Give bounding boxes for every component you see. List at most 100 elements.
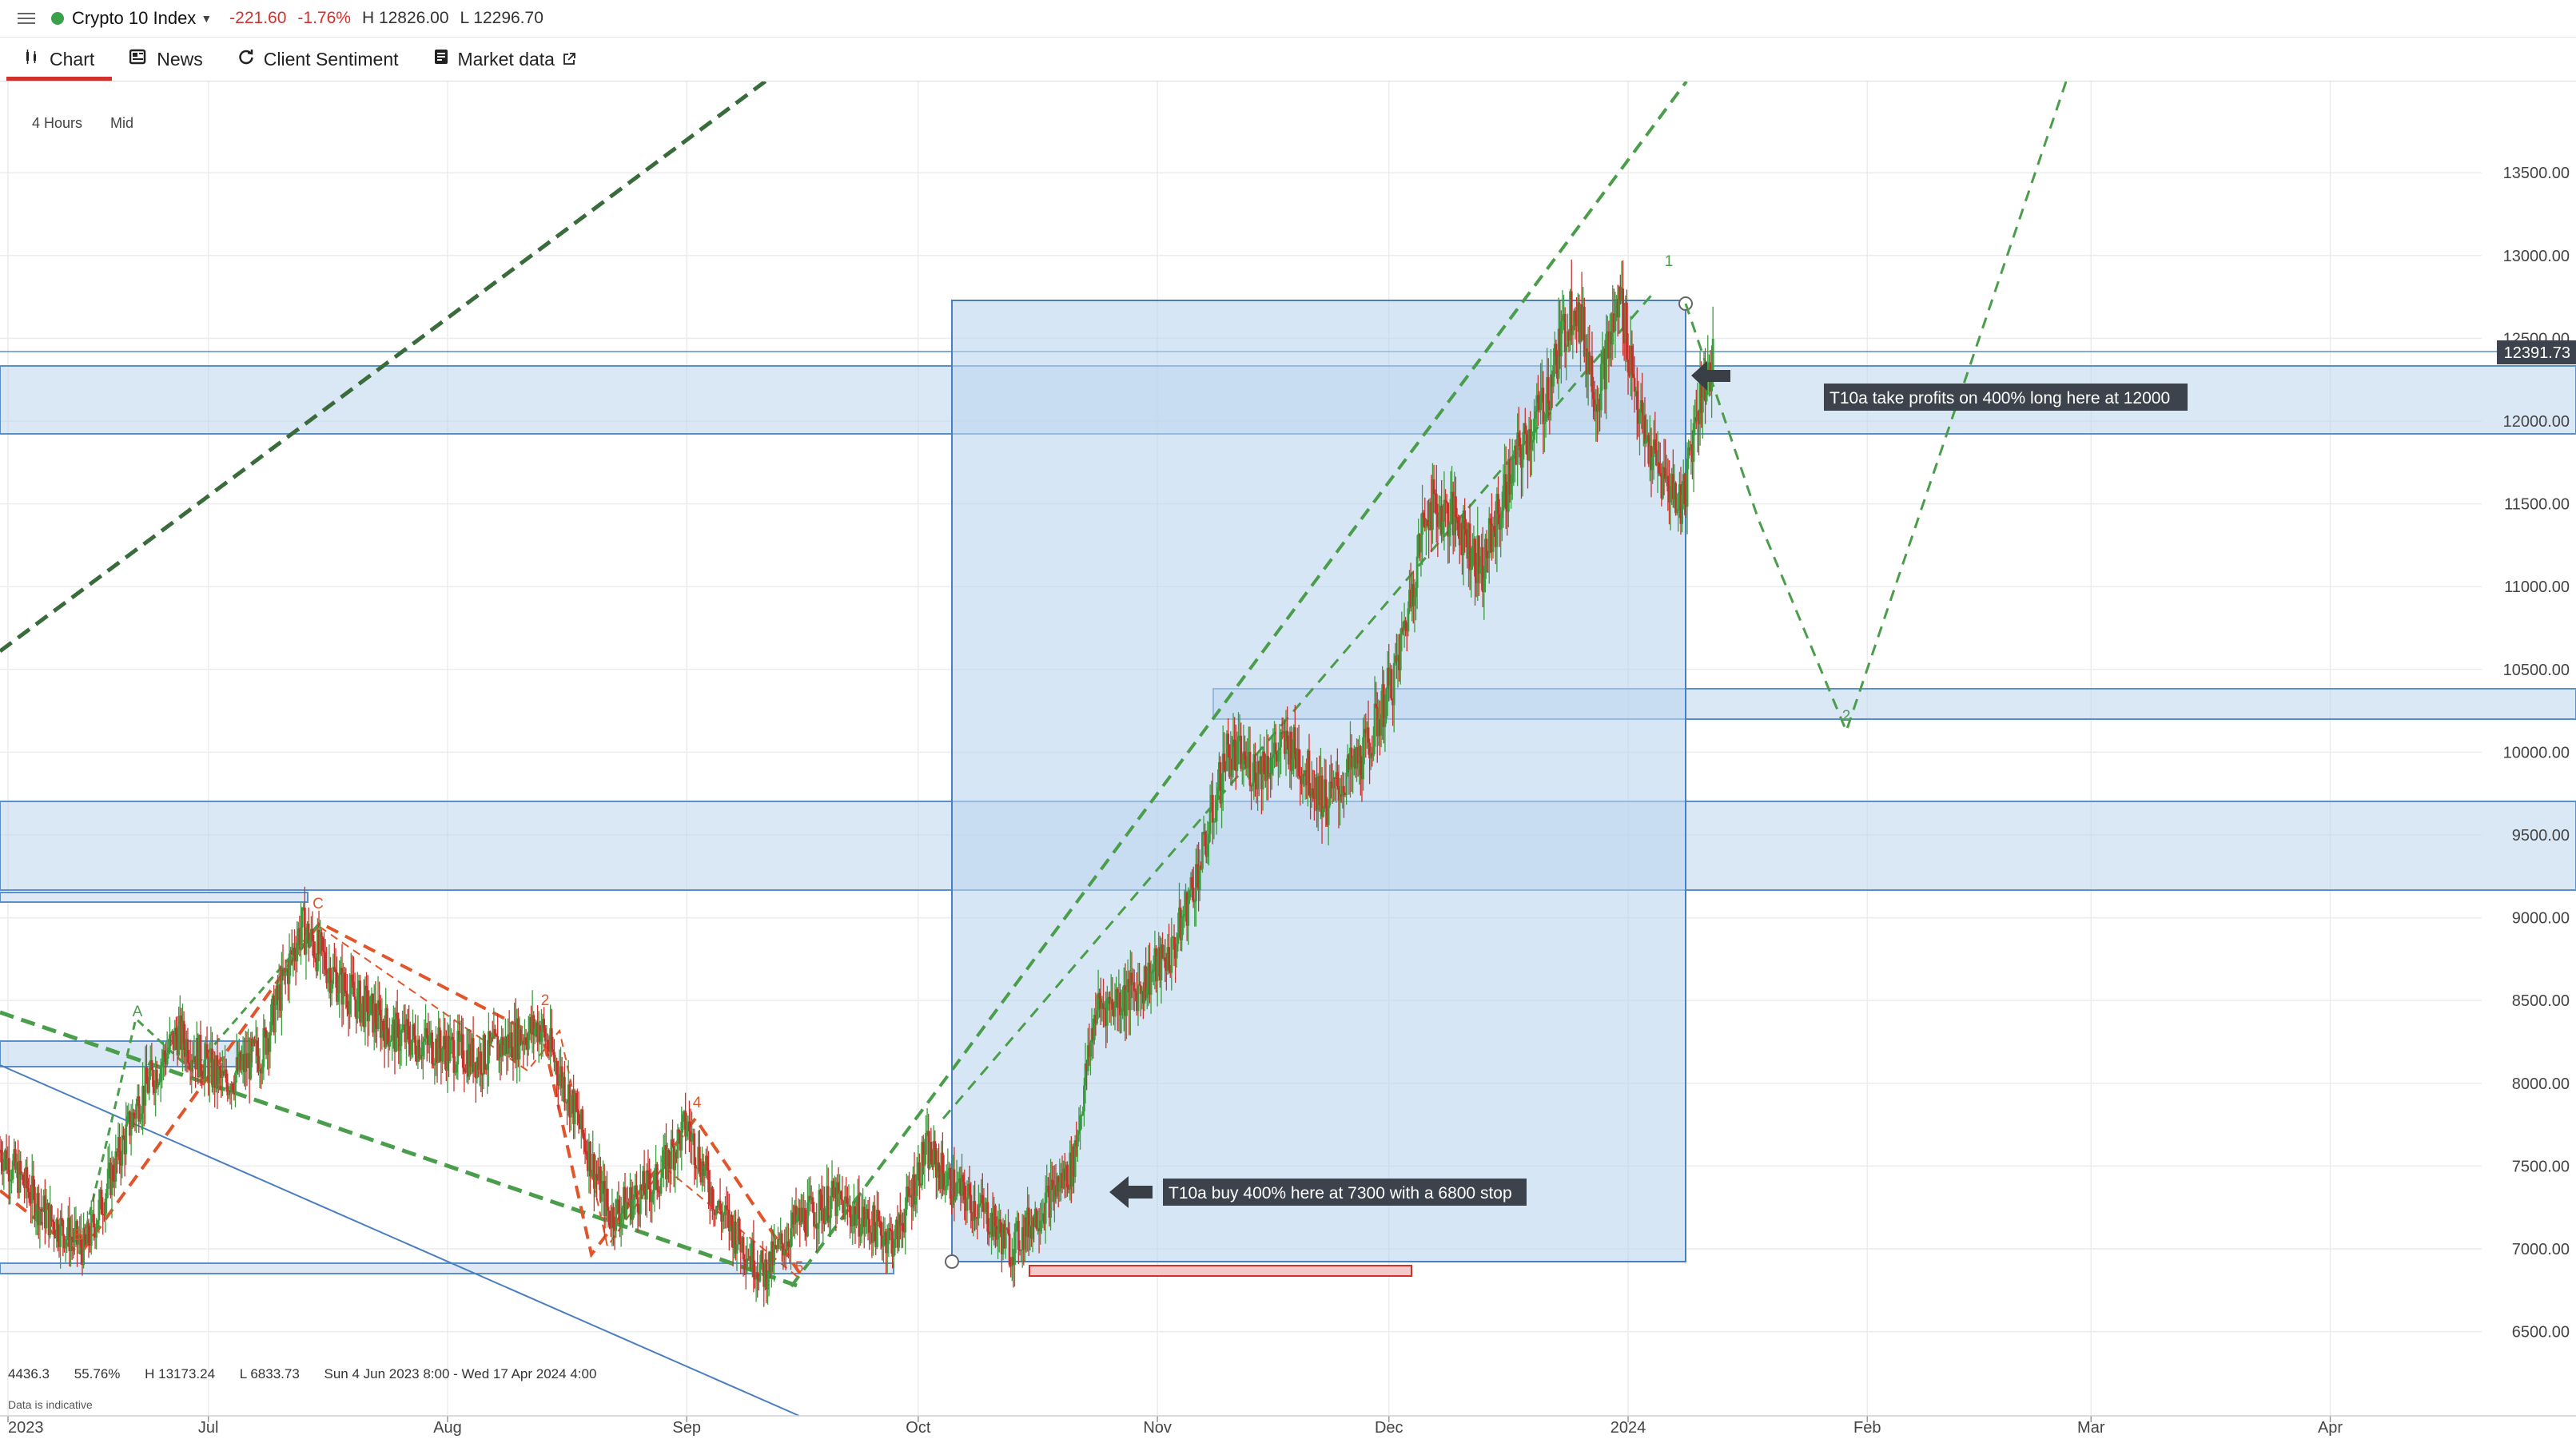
instrument-name[interactable]: Crypto 10 Index [72, 8, 197, 28]
candle-body [378, 1000, 381, 1010]
tab-news-label: News [157, 48, 203, 70]
candle-body [1092, 1028, 1095, 1040]
candle-body [1272, 754, 1275, 758]
candle-body [887, 1228, 890, 1245]
candle-body [1356, 747, 1358, 769]
candle-body [1392, 662, 1395, 706]
hamburger-icon[interactable] [18, 13, 35, 24]
candle-body [1201, 832, 1204, 869]
candle-body [1162, 957, 1165, 959]
candle-body [23, 1184, 26, 1189]
interval-selector[interactable]: 4 Hours [32, 115, 83, 131]
candle-body [623, 1187, 627, 1219]
candle-body [474, 1062, 477, 1079]
candle-body [144, 1067, 147, 1106]
candle-body [1124, 985, 1127, 1016]
candle-body [405, 1019, 408, 1043]
candle-body [1023, 1217, 1026, 1250]
candle-body [197, 1037, 200, 1078]
candle-body [420, 1055, 424, 1056]
candle-body [273, 1005, 277, 1033]
candle-body [1428, 502, 1431, 531]
candle-body [1337, 786, 1340, 801]
candle-body [891, 1230, 894, 1257]
price-chart[interactable]: A B C 2 4 5 1 2 T10a buy 400% here at 73… [0, 81, 2576, 1439]
candle-body [532, 1015, 536, 1036]
candle-body [428, 1035, 431, 1046]
candle-body [421, 1041, 424, 1056]
candle-body [406, 1019, 409, 1027]
candle-body [149, 1059, 152, 1077]
candle-body [678, 1129, 680, 1133]
candle-body [547, 1039, 549, 1050]
last-price-badge [2497, 340, 2576, 364]
candle-body [1216, 787, 1220, 801]
candle-body [1614, 315, 1617, 332]
candle-body [248, 1053, 251, 1079]
candle-body [1418, 534, 1421, 553]
candle-body [1587, 352, 1590, 375]
candle-body [828, 1218, 831, 1223]
price-change: -221.60 [229, 9, 287, 27]
candle-body [384, 1008, 388, 1047]
candle-body [1531, 439, 1535, 443]
tab-news[interactable]: News [112, 38, 221, 81]
candle-body [1031, 1217, 1034, 1239]
candle-body [1039, 1220, 1042, 1232]
candle-body [727, 1210, 731, 1232]
candle-body [524, 1037, 526, 1045]
chevron-down-icon[interactable]: ▼ [201, 12, 213, 25]
candle-body [942, 1173, 946, 1191]
chart-area[interactable]: A B C 2 4 5 1 2 T10a buy 400% here at 73… [0, 81, 2576, 1439]
candle-body [1498, 514, 1501, 530]
candle-body [208, 1056, 211, 1083]
candle-body [890, 1229, 893, 1231]
candle-body [497, 1043, 500, 1061]
candle-body [1691, 444, 1694, 462]
candle-body [1001, 1233, 1003, 1254]
arrow-left-icon [1691, 361, 1730, 391]
candle-body [261, 1067, 264, 1074]
candle-body [1384, 718, 1387, 727]
candle-body [1286, 730, 1289, 741]
candle-body [1079, 1115, 1081, 1131]
candle-body [1099, 999, 1102, 1009]
candle-body [1138, 984, 1141, 986]
candle-body [792, 1212, 795, 1225]
tp-note-bg [1824, 384, 2188, 411]
candle-body [1686, 458, 1689, 507]
candle-body [1263, 751, 1266, 773]
tab-client-sentiment[interactable]: Client Sentiment [221, 38, 416, 81]
candle-body [1029, 1226, 1032, 1238]
candle-body [579, 1123, 582, 1129]
arrow-left-icon [1109, 1176, 1153, 1208]
tab-chart[interactable]: Chart [6, 38, 113, 81]
candle-body [625, 1202, 627, 1219]
candle-body [1399, 634, 1402, 670]
tab-market-data[interactable]: Market data [416, 38, 593, 81]
candle-body [1445, 501, 1448, 503]
candle-body [1191, 877, 1193, 888]
candle-body [313, 957, 317, 959]
y-tick-label: 11500.00 [2504, 496, 2570, 514]
candle-body [1238, 735, 1241, 737]
candle-body [681, 1114, 684, 1122]
candle-body [1491, 526, 1495, 552]
price-type-selector[interactable]: Mid [110, 115, 134, 131]
candle-body [718, 1200, 720, 1208]
candle-body [30, 1175, 34, 1203]
candle-body [1388, 667, 1391, 686]
candle-body [469, 1043, 472, 1067]
candle-body [842, 1200, 845, 1220]
candle-body [818, 1190, 821, 1224]
candle-body [26, 1188, 30, 1192]
candle-body [612, 1206, 615, 1228]
candle-body [517, 1018, 520, 1059]
candle-body [395, 1012, 397, 1052]
candle-body [1503, 474, 1506, 486]
candle-body [1220, 791, 1223, 804]
candle-body [1192, 888, 1195, 903]
candle-body [1320, 775, 1322, 805]
candle-body [1381, 684, 1384, 714]
candle-body [955, 1182, 958, 1197]
